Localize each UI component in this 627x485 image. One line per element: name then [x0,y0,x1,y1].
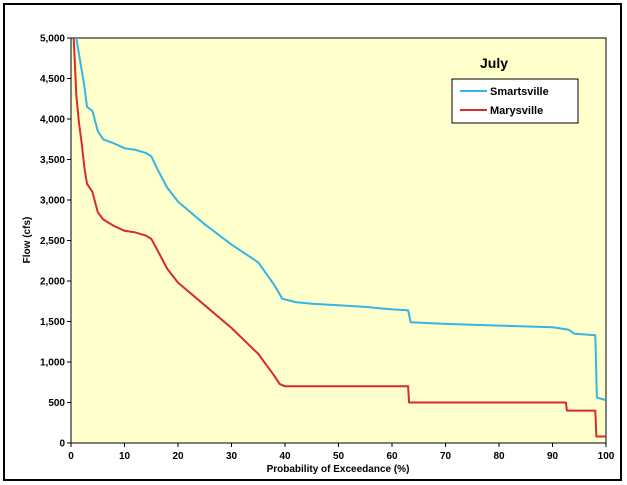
y-tick-label: 1,500 [40,317,65,328]
x-axis-label: Probability of Exceedance (%) [267,464,410,475]
legend: Smartsville Marysville [451,78,579,124]
y-axis: 0 500 1,000 1,500 2,000 2,500 3,000 3,500 4,000 4… [40,34,71,450]
y-tick-label: 4,000 [40,115,65,126]
y-tick-label: 500 [48,398,65,409]
x-axis: 0 10 20 30 40 50 60 70 80 90 100 [68,443,615,462]
y-tick-label: 3,500 [40,155,65,166]
y-tick-label: 2,500 [40,236,65,247]
legend-label-marysville: Marysville [490,105,543,117]
series-lines [72,37,607,438]
x-tick-label: 90 [547,451,559,462]
x-tick-label: 10 [119,451,131,462]
y-tick-label: 0 [59,439,65,450]
legend-label-smartsville: Smartsville [490,86,549,98]
legend-box [451,78,579,124]
flow-exceedance-chart: 05001,0001,5002,0002,5003,0003,5004,0004… [22,34,615,476]
y-axis-label: Flow (cfs) [22,217,33,264]
x-tick-label: 100 [598,451,615,462]
chart-title: July [480,55,508,71]
y-tick-label: 5,000 [40,34,65,45]
x-tick-label: 30 [226,451,238,462]
series-line-smartsville [75,37,607,402]
x-tick-label: 80 [493,451,505,462]
x-tick-label: 50 [333,451,345,462]
y-tick-label: 1,000 [40,358,65,369]
x-tick-label: 0 [68,451,74,462]
y-tick-label: 2,000 [40,277,65,288]
x-tick-label: 40 [279,451,291,462]
x-tick-label: 20 [172,451,184,462]
y-tick-label: 3,000 [40,196,65,207]
x-tick-label: 70 [440,451,452,462]
x-tick-label: 60 [386,451,398,462]
chart-frame: 0 500 1,000 1,500 2,000 2,500 3,000 3,500 4,000 4… [3,3,622,481]
series-line-marysville [72,37,606,438]
y-tick-label: 4,500 [40,74,65,85]
